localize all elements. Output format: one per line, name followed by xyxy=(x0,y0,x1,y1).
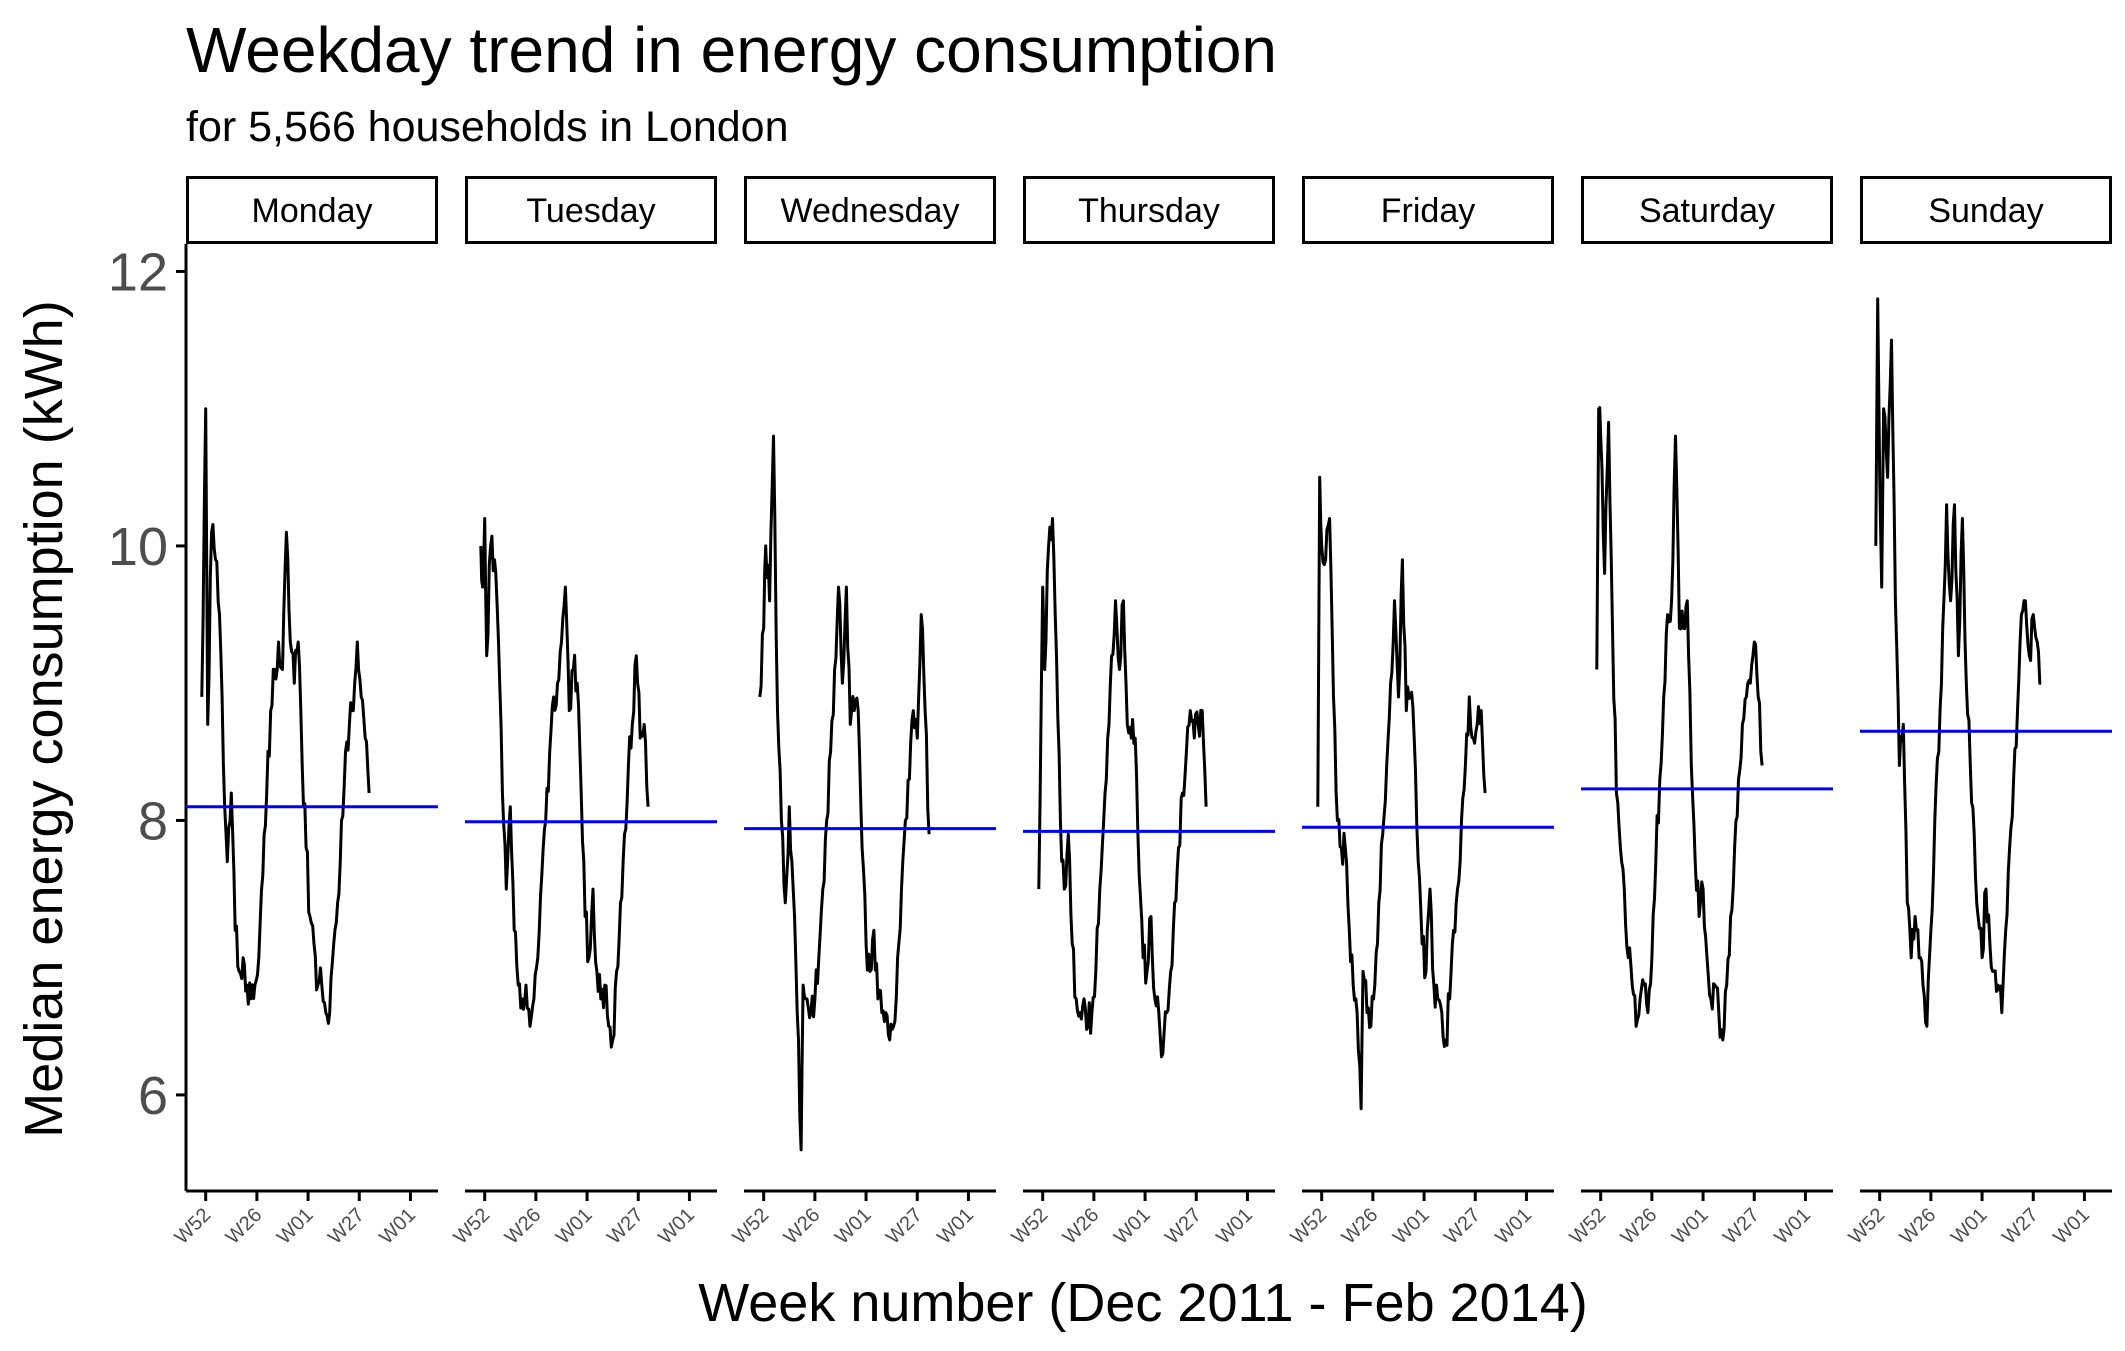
y-tick-label: 10 xyxy=(108,517,168,577)
x-tick-label: W27 xyxy=(882,1204,927,1249)
x-tick-label: W26 xyxy=(1338,1204,1383,1249)
facet-strip xyxy=(465,176,717,244)
x-tick-label: W01 xyxy=(1491,1204,1536,1249)
x-tick-label: W01 xyxy=(1668,1204,1713,1249)
facet-strip xyxy=(186,176,438,244)
x-tick-label: W26 xyxy=(780,1204,825,1249)
chart-title: Weekday trend in energy consumption xyxy=(186,14,1277,86)
facet-strip xyxy=(1023,176,1275,244)
x-tick-label: W01 xyxy=(831,1204,876,1249)
facet-strip-label: Sunday xyxy=(1928,192,2043,230)
series-line-thursday xyxy=(1037,517,1208,1059)
x-tick-label: W52 xyxy=(1566,1204,1611,1249)
series-line-monday xyxy=(200,407,371,1025)
x-axis-title: Week number (Dec 2011 - Feb 2014) xyxy=(698,1273,1587,1333)
x-tick-label: W01 xyxy=(1110,1204,1155,1249)
facet-strip xyxy=(744,176,996,244)
facet-strip xyxy=(1302,176,1554,244)
x-tick-label: W01 xyxy=(552,1204,597,1249)
series-line-saturday xyxy=(1595,406,1764,1042)
y-tick-label: 12 xyxy=(108,242,168,302)
x-tick-label: W52 xyxy=(729,1204,774,1249)
x-tick-label: W01 xyxy=(654,1204,699,1249)
facet-strip-label: Tuesday xyxy=(526,192,655,230)
series-line-tuesday xyxy=(479,517,650,1049)
x-tick-label: W52 xyxy=(450,1204,495,1249)
y-axis-title: Median energy consumption (kWh) xyxy=(14,300,74,1137)
x-tick-label: W26 xyxy=(222,1204,267,1249)
x-tick-label: W01 xyxy=(1947,1204,1992,1249)
y-axis: 6 8 10 12 xyxy=(108,242,188,1191)
x-tick-label: W27 xyxy=(603,1204,648,1249)
x-tick-label: W26 xyxy=(1059,1204,1104,1249)
x-tick-label: W01 xyxy=(1212,1204,1257,1249)
x-tick-label: W01 xyxy=(375,1204,420,1249)
facet-strip xyxy=(1860,176,2112,244)
chart-subtitle: for 5,566 households in London xyxy=(186,103,789,151)
y-tick-label: 6 xyxy=(138,1066,168,1126)
x-tick-label: W01 xyxy=(933,1204,978,1249)
facet-strip-label: Wednesday xyxy=(781,192,960,230)
x-tick-label: W52 xyxy=(1008,1204,1053,1249)
x-tick-label: W52 xyxy=(1845,1204,1890,1249)
x-tick-label: W52 xyxy=(1287,1204,1332,1249)
x-tick-label: W27 xyxy=(1719,1204,1764,1249)
series-line-sunday xyxy=(1874,297,2042,1028)
x-tick-label: W01 xyxy=(1389,1204,1434,1249)
facet-strip-label: Monday xyxy=(252,192,373,230)
facet-strip-label: Saturday xyxy=(1639,192,1775,230)
x-tick-label: W52 xyxy=(171,1204,216,1249)
facet-strip-label: Thursday xyxy=(1078,192,1220,230)
facet-strip xyxy=(1581,176,1833,244)
x-tick-label: W01 xyxy=(273,1204,318,1249)
series-line-friday xyxy=(1316,475,1487,1111)
y-tick-label: 8 xyxy=(138,791,168,851)
x-tick-label: W27 xyxy=(1440,1204,1485,1249)
x-tick-label: W26 xyxy=(1617,1204,1662,1249)
x-tick-label: W27 xyxy=(324,1204,369,1249)
x-tick-label: W01 xyxy=(1770,1204,1815,1249)
x-tick-label: W27 xyxy=(1998,1204,2043,1249)
x-tick-label: W01 xyxy=(2049,1204,2094,1249)
x-tick-label: W26 xyxy=(501,1204,546,1249)
series-line-wednesday xyxy=(758,434,931,1152)
x-tick-label: W27 xyxy=(1161,1204,1206,1249)
x-tick-label: W26 xyxy=(1896,1204,1941,1249)
facet-strip-label: Friday xyxy=(1381,192,1475,230)
